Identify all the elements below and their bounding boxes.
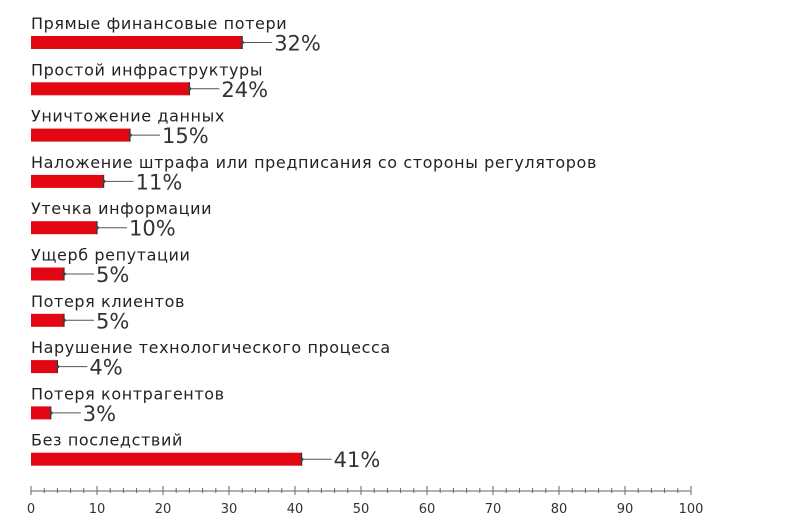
bar: [31, 406, 51, 420]
x-tick-label: 20: [155, 502, 172, 517]
x-tick-label: 40: [287, 502, 304, 517]
category-label: Без последствий: [31, 431, 183, 450]
bar: [31, 36, 243, 49]
bar-end-marker: [187, 87, 192, 91]
value-label: 10%: [129, 217, 176, 241]
category-label: Нарушение технологического процесса: [31, 338, 391, 357]
category-label: Простой инфраструктуры: [31, 60, 263, 79]
value-label: 3%: [83, 402, 116, 426]
x-tick-label: 80: [551, 502, 568, 517]
bar: [31, 313, 64, 327]
bar-end-marker: [101, 179, 106, 184]
category-label: Ущерб репутации: [31, 246, 191, 265]
x-axis: 0 10 20 30 40 50 60 70 80 90 100: [27, 486, 704, 517]
x-tick-label: 30: [221, 502, 238, 517]
category-label: Наложение штрафа или предписания со стор…: [31, 153, 597, 172]
bar-end-marker: [55, 364, 60, 369]
bar-end-marker: [62, 272, 66, 276]
value-label: 41%: [334, 448, 381, 472]
bar: [31, 174, 104, 188]
bar: [31, 128, 130, 142]
x-tick-label: 100: [679, 502, 704, 517]
bar-end-marker: [49, 411, 53, 415]
value-label: 15%: [162, 124, 209, 148]
bar-end-marker: [299, 457, 304, 462]
value-label: 11%: [136, 170, 183, 194]
value-label: 4%: [89, 356, 122, 380]
category-label: Утечка информации: [31, 199, 212, 218]
value-label: 5%: [96, 263, 129, 287]
x-tick-label: 90: [617, 502, 634, 517]
x-tick-label: 0: [27, 502, 35, 517]
bar: [31, 221, 97, 235]
category-label: Потеря контрагентов: [31, 384, 225, 403]
category-label: Уничтожение данных: [31, 107, 225, 126]
bar: [31, 452, 302, 466]
bar-end-marker: [95, 225, 99, 230]
bar-end-marker: [240, 40, 244, 45]
bar-end-marker: [128, 133, 132, 137]
bar: [31, 267, 64, 281]
bar: [31, 82, 190, 96]
x-tick-label: 60: [419, 502, 436, 517]
x-tick-label: 70: [485, 502, 502, 517]
category-label: Прямые финансовые потери: [31, 14, 287, 33]
value-label: 32%: [274, 32, 321, 56]
bar: [31, 360, 58, 374]
value-label: 24%: [221, 78, 268, 102]
bar-end-marker: [62, 318, 66, 323]
x-tick-label: 50: [353, 502, 370, 517]
x-tick-label: 10: [89, 502, 106, 517]
value-label: 5%: [96, 309, 129, 333]
category-label: Потеря клиентов: [31, 292, 185, 311]
